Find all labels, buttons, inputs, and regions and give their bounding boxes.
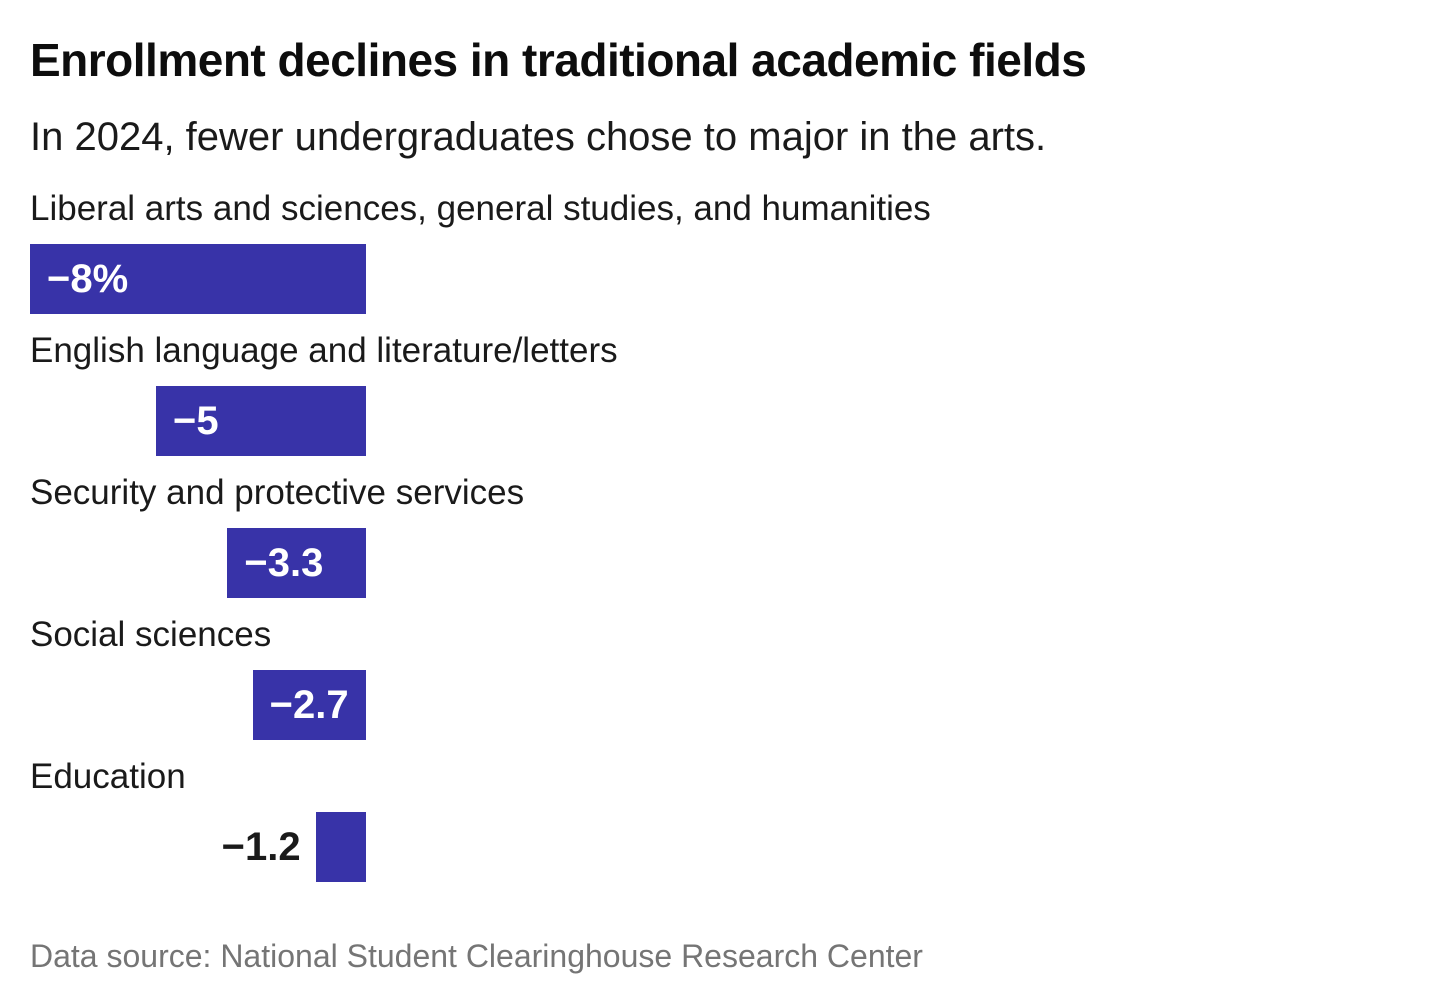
bar-chart: Liberal arts and sciences, general studi…: [30, 187, 1410, 882]
bar-value-label: −1.2: [221, 824, 301, 869]
bar: −8%: [30, 243, 366, 314]
category-label: Social sciences: [30, 614, 272, 654]
chart-row: English language and literature/letters …: [30, 329, 1410, 456]
chart-row: Security and protective services −3.3: [30, 471, 1410, 598]
category-label: English language and literature/letters: [30, 330, 618, 370]
category-label: Liberal arts and sciences, general studi…: [30, 188, 931, 228]
bar: −1.2: [222, 811, 366, 882]
bar-value-label: −8%: [47, 256, 129, 301]
bar-value-label: −2.7: [269, 682, 349, 727]
bar-value-label: −5: [173, 398, 219, 443]
category-label: Security and protective services: [30, 472, 525, 512]
bar-track: −2.7: [30, 669, 366, 740]
category-label: Education: [30, 756, 186, 796]
page-title: Enrollment declines in traditional acade…: [30, 34, 1087, 86]
bar: −3.3: [227, 527, 366, 598]
bar-track: −5: [30, 385, 366, 456]
bar-value-label: −3.3: [244, 540, 324, 585]
bar-track: −1.2: [30, 811, 366, 882]
chart-row: Social sciences −2.7: [30, 613, 1410, 740]
bar: −2.7: [252, 669, 366, 740]
bar-track: −3.3: [30, 527, 366, 598]
bar: −5: [156, 385, 366, 456]
chart-row: Liberal arts and sciences, general studi…: [30, 187, 1410, 314]
bar-track: −8%: [30, 243, 366, 314]
data-source-note: Data source: National Student Clearingho…: [30, 937, 923, 974]
chart-row: Education −1.2: [30, 755, 1410, 882]
chart-subtitle: In 2024, fewer undergraduates chose to m…: [30, 114, 1047, 159]
